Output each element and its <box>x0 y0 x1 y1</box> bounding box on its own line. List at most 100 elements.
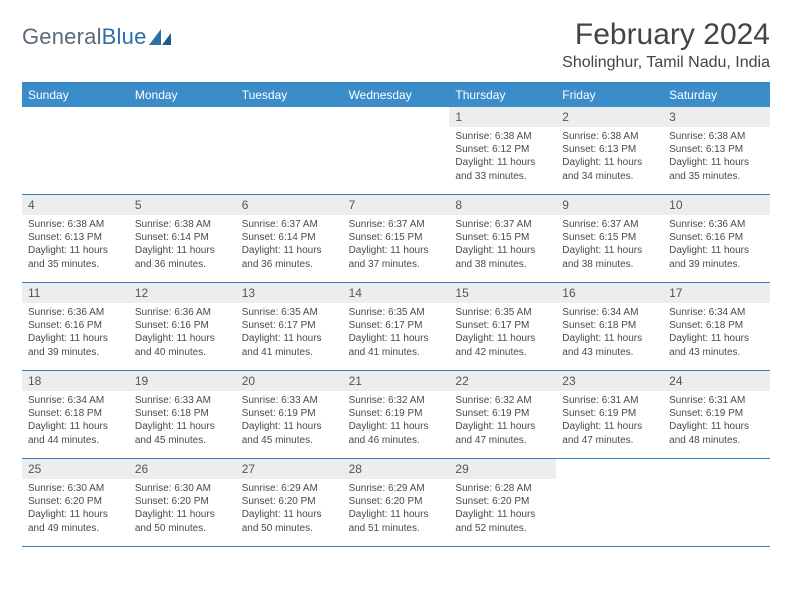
day-info: Sunrise: 6:33 AMSunset: 6:18 PMDaylight:… <box>129 391 236 452</box>
info-line: Daylight: 11 hours and 42 minutes. <box>455 332 550 358</box>
info-line: Daylight: 11 hours and 37 minutes. <box>349 244 444 270</box>
info-line: Daylight: 11 hours and 44 minutes. <box>28 420 123 446</box>
info-line: Sunrise: 6:32 AM <box>349 394 444 407</box>
calendar-cell: 15Sunrise: 6:35 AMSunset: 6:17 PMDayligh… <box>449 283 556 371</box>
info-line: Daylight: 11 hours and 36 minutes. <box>135 244 230 270</box>
day-info: Sunrise: 6:28 AMSunset: 6:20 PMDaylight:… <box>449 479 556 540</box>
day-number: 17 <box>663 283 770 303</box>
info-line: Sunset: 6:19 PM <box>669 407 764 420</box>
info-line: Daylight: 11 hours and 49 minutes. <box>28 508 123 534</box>
info-line: Sunrise: 6:35 AM <box>349 306 444 319</box>
title-block: February 2024 Sholinghur, Tamil Nadu, In… <box>562 18 770 72</box>
calendar-cell-empty <box>22 107 129 195</box>
info-line: Sunset: 6:16 PM <box>669 231 764 244</box>
calendar-cell-empty <box>663 459 770 547</box>
calendar-cell: 6Sunrise: 6:37 AMSunset: 6:14 PMDaylight… <box>236 195 343 283</box>
calendar-cell: 28Sunrise: 6:29 AMSunset: 6:20 PMDayligh… <box>343 459 450 547</box>
brand-logo: GeneralBlue <box>22 24 171 50</box>
day-info: Sunrise: 6:37 AMSunset: 6:15 PMDaylight:… <box>343 215 450 276</box>
brand-name: GeneralBlue <box>22 24 147 50</box>
calendar-cell: 26Sunrise: 6:30 AMSunset: 6:20 PMDayligh… <box>129 459 236 547</box>
info-line: Sunset: 6:19 PM <box>562 407 657 420</box>
day-info: Sunrise: 6:30 AMSunset: 6:20 PMDaylight:… <box>129 479 236 540</box>
info-line: Daylight: 11 hours and 39 minutes. <box>28 332 123 358</box>
weekday-header: Thursday <box>449 83 556 107</box>
info-line: Daylight: 11 hours and 50 minutes. <box>135 508 230 534</box>
info-line: Daylight: 11 hours and 45 minutes. <box>242 420 337 446</box>
calendar-cell: 24Sunrise: 6:31 AMSunset: 6:19 PMDayligh… <box>663 371 770 459</box>
info-line: Sunset: 6:13 PM <box>28 231 123 244</box>
day-info: Sunrise: 6:37 AMSunset: 6:15 PMDaylight:… <box>556 215 663 276</box>
info-line: Daylight: 11 hours and 33 minutes. <box>455 156 550 182</box>
day-number: 19 <box>129 371 236 391</box>
info-line: Sunrise: 6:34 AM <box>28 394 123 407</box>
day-info: Sunrise: 6:29 AMSunset: 6:20 PMDaylight:… <box>236 479 343 540</box>
calendar-cell-empty <box>556 459 663 547</box>
calendar-cell: 8Sunrise: 6:37 AMSunset: 6:15 PMDaylight… <box>449 195 556 283</box>
day-number: 18 <box>22 371 129 391</box>
weekday-header: Saturday <box>663 83 770 107</box>
calendar-cell: 16Sunrise: 6:34 AMSunset: 6:18 PMDayligh… <box>556 283 663 371</box>
calendar-cell: 20Sunrise: 6:33 AMSunset: 6:19 PMDayligh… <box>236 371 343 459</box>
calendar-cell-empty <box>236 107 343 195</box>
info-line: Sunrise: 6:30 AM <box>135 482 230 495</box>
info-line: Sunset: 6:14 PM <box>135 231 230 244</box>
info-line: Sunrise: 6:37 AM <box>562 218 657 231</box>
day-number: 13 <box>236 283 343 303</box>
day-number: 23 <box>556 371 663 391</box>
info-line: Sunrise: 6:37 AM <box>242 218 337 231</box>
info-line: Daylight: 11 hours and 35 minutes. <box>28 244 123 270</box>
day-number: 28 <box>343 459 450 479</box>
info-line: Sunset: 6:19 PM <box>242 407 337 420</box>
info-line: Daylight: 11 hours and 41 minutes. <box>349 332 444 358</box>
calendar-cell: 10Sunrise: 6:36 AMSunset: 6:16 PMDayligh… <box>663 195 770 283</box>
info-line: Daylight: 11 hours and 38 minutes. <box>455 244 550 270</box>
day-number: 12 <box>129 283 236 303</box>
info-line: Sunset: 6:20 PM <box>455 495 550 508</box>
calendar-cell: 13Sunrise: 6:35 AMSunset: 6:17 PMDayligh… <box>236 283 343 371</box>
day-number: 24 <box>663 371 770 391</box>
info-line: Daylight: 11 hours and 45 minutes. <box>135 420 230 446</box>
info-line: Sunset: 6:14 PM <box>242 231 337 244</box>
info-line: Sunset: 6:17 PM <box>455 319 550 332</box>
day-info: Sunrise: 6:29 AMSunset: 6:20 PMDaylight:… <box>343 479 450 540</box>
day-number: 22 <box>449 371 556 391</box>
info-line: Sunrise: 6:35 AM <box>242 306 337 319</box>
info-line: Daylight: 11 hours and 34 minutes. <box>562 156 657 182</box>
info-line: Sunrise: 6:37 AM <box>455 218 550 231</box>
day-number: 1 <box>449 107 556 127</box>
calendar-cell: 25Sunrise: 6:30 AMSunset: 6:20 PMDayligh… <box>22 459 129 547</box>
location: Sholinghur, Tamil Nadu, India <box>562 54 770 72</box>
info-line: Daylight: 11 hours and 43 minutes. <box>669 332 764 358</box>
sail-icon <box>149 29 171 45</box>
info-line: Sunset: 6:18 PM <box>28 407 123 420</box>
info-line: Sunrise: 6:38 AM <box>28 218 123 231</box>
info-line: Sunset: 6:12 PM <box>455 143 550 156</box>
day-info: Sunrise: 6:31 AMSunset: 6:19 PMDaylight:… <box>663 391 770 452</box>
info-line: Sunrise: 6:28 AM <box>455 482 550 495</box>
info-line: Sunset: 6:13 PM <box>669 143 764 156</box>
calendar-cell: 9Sunrise: 6:37 AMSunset: 6:15 PMDaylight… <box>556 195 663 283</box>
day-number: 2 <box>556 107 663 127</box>
calendar-cell: 18 Sunrise: 6:34 AMSunset: 6:18 PMDayligh… <box>22 371 129 459</box>
info-line: Daylight: 11 hours and 39 minutes. <box>669 244 764 270</box>
calendar-cell: 2Sunrise: 6:38 AMSunset: 6:13 PMDaylight… <box>556 107 663 195</box>
info-line: Sunrise: 6:29 AM <box>242 482 337 495</box>
calendar-cell: 17Sunrise: 6:34 AMSunset: 6:18 PMDayligh… <box>663 283 770 371</box>
day-number: 26 <box>129 459 236 479</box>
day-info: Sunrise: 6:37 AMSunset: 6:15 PMDaylight:… <box>449 215 556 276</box>
info-line: Daylight: 11 hours and 46 minutes. <box>349 420 444 446</box>
info-line: Sunrise: 6:33 AM <box>135 394 230 407</box>
day-info: Sunrise: 6:36 AMSunset: 6:16 PMDaylight:… <box>129 303 236 364</box>
info-line: Sunset: 6:20 PM <box>135 495 230 508</box>
day-info: Sunrise: 6:38 AMSunset: 6:13 PMDaylight:… <box>22 215 129 276</box>
weekday-header: Friday <box>556 83 663 107</box>
day-number: 5 <box>129 195 236 215</box>
info-line: Daylight: 11 hours and 38 minutes. <box>562 244 657 270</box>
day-info: Sunrise: 6:38 AMSunset: 6:13 PMDaylight:… <box>556 127 663 188</box>
weekday-header: Tuesday <box>236 83 343 107</box>
info-line: Daylight: 11 hours and 41 minutes. <box>242 332 337 358</box>
calendar-cell: 14Sunrise: 6:35 AMSunset: 6:17 PMDayligh… <box>343 283 450 371</box>
calendar-cell: 3Sunrise: 6:38 AMSunset: 6:13 PMDaylight… <box>663 107 770 195</box>
info-line: Sunset: 6:20 PM <box>28 495 123 508</box>
